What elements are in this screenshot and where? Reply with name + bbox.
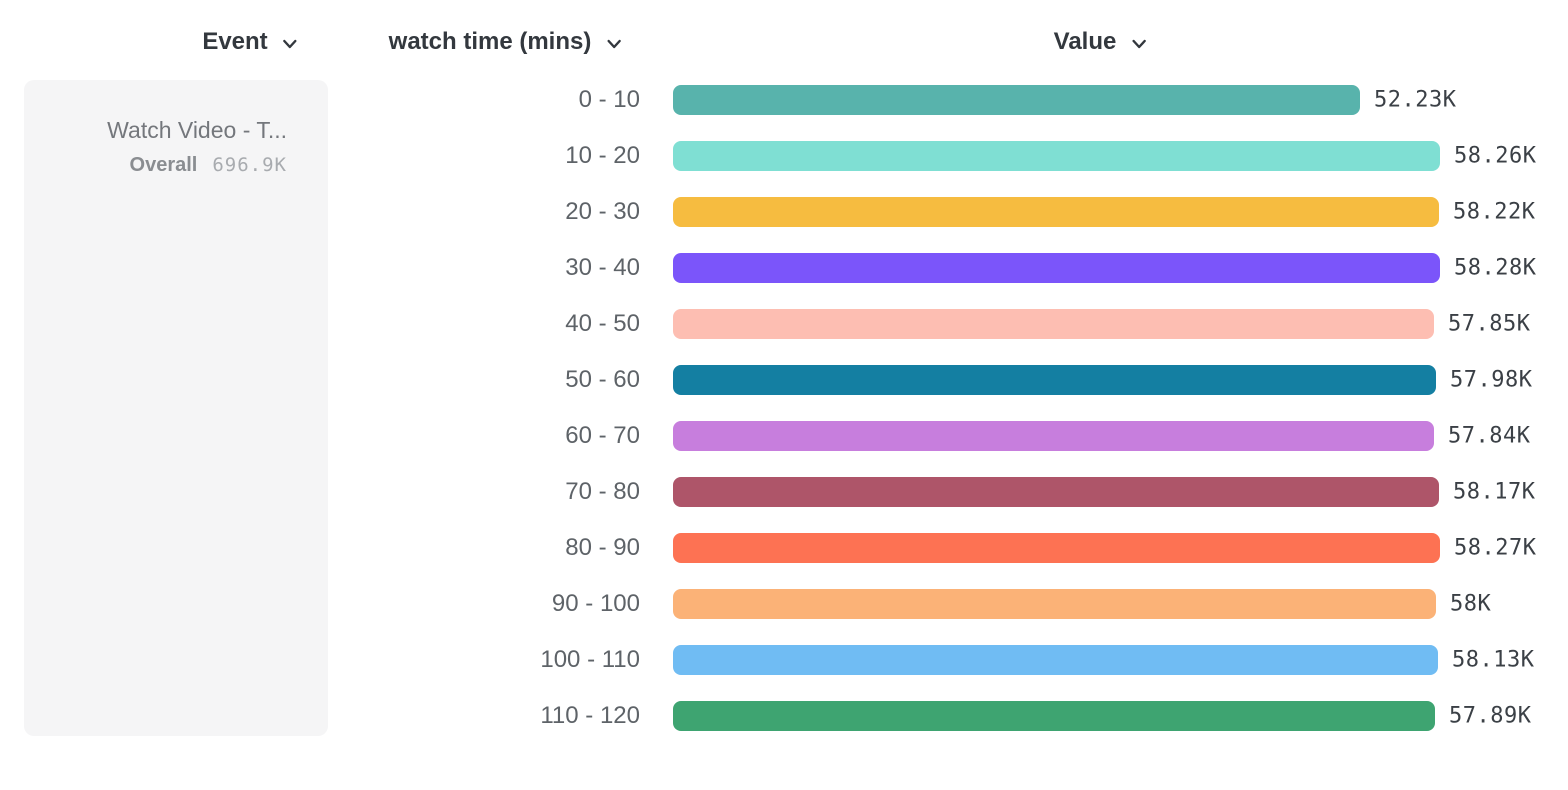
bucket-label: 100 - 110 (540, 646, 640, 673)
bar-track: 57.89K (673, 701, 1533, 731)
value-column-label: Value (1053, 28, 1117, 55)
bar-row: 80 - 90 58.27K (0, 520, 1568, 576)
bar[interactable] (673, 533, 1440, 563)
bar-row: 30 - 40 58.28K (0, 240, 1568, 296)
bar-track: 58.26K (673, 141, 1537, 171)
bar-value-label: 57.85K (1448, 311, 1531, 337)
overall-value: 696.9K (212, 154, 287, 176)
bar-row: 10 - 20 58.26K (0, 128, 1568, 184)
event-legend-content: Watch Video - T... Overall 696.9K (107, 115, 287, 178)
bar-track: 58.13K (673, 645, 1535, 675)
bar-track: 57.84K (673, 421, 1533, 451)
bucket-label: 30 - 40 (565, 254, 640, 281)
bucket-label: 0 - 10 (578, 86, 640, 113)
bucket-label: 80 - 90 (565, 534, 640, 561)
chevron-down-icon (1131, 39, 1146, 49)
event-overall-row: Overall 696.9K (107, 152, 287, 178)
bucket-label: 60 - 70 (565, 422, 640, 449)
bar-row: 40 - 50 57.85K (0, 296, 1568, 352)
bucket-label: 40 - 50 (565, 310, 640, 337)
bucket-label: 110 - 120 (540, 702, 640, 729)
bar-track: 57.85K (673, 309, 1533, 339)
bar-value-label: 58.22K (1453, 199, 1536, 225)
bucket-label: 70 - 80 (565, 478, 640, 505)
bar[interactable] (673, 589, 1436, 619)
bar-track: 57.98K (673, 365, 1533, 395)
bar[interactable] (673, 253, 1440, 283)
event-column-dropdown[interactable]: Event (202, 24, 297, 60)
bar-value-label: 57.89K (1449, 703, 1532, 729)
bar-row: 110 - 120 57.89K (0, 688, 1568, 744)
watch-time-column-label: watch time (mins) (388, 28, 592, 55)
event-title: Watch Video - T... (107, 117, 287, 143)
bar-value-label: 58.28K (1454, 255, 1537, 281)
bar[interactable] (673, 645, 1438, 675)
bar-row: 60 - 70 57.84K (0, 408, 1568, 464)
value-column-dropdown[interactable]: Value (1054, 24, 1147, 60)
bar[interactable] (673, 197, 1439, 227)
bar-track: 52.23K (673, 85, 1533, 115)
bar-row: 90 - 100 58K (0, 576, 1568, 632)
bar-row: 50 - 60 57.98K (0, 352, 1568, 408)
bar[interactable] (673, 85, 1360, 115)
bar-track: 58.17K (673, 477, 1536, 507)
bar[interactable] (673, 309, 1434, 339)
chevron-down-icon (606, 39, 621, 49)
chevron-down-icon (283, 39, 298, 49)
watch-time-column-dropdown[interactable]: watch time (mins) (389, 24, 622, 60)
bar-track: 58K (673, 589, 1533, 619)
bar[interactable] (673, 141, 1440, 171)
event-column-label: Event (202, 28, 268, 55)
overall-label: Overall (129, 154, 198, 176)
bucket-label: 20 - 30 (565, 198, 640, 225)
bar-row: 0 - 10 52.23K (0, 72, 1568, 128)
bar-value-label: 58.27K (1454, 535, 1537, 561)
bar-value-label: 57.84K (1448, 423, 1531, 449)
bar-row: 20 - 30 58.22K (0, 184, 1568, 240)
bar-value-label: 58K (1450, 591, 1492, 617)
bar-value-label: 58.26K (1454, 143, 1537, 169)
bar-row: 70 - 80 58.17K (0, 464, 1568, 520)
bar-value-label: 57.98K (1450, 367, 1533, 393)
bucket-label: 10 - 20 (565, 142, 640, 169)
bar[interactable] (673, 477, 1439, 507)
bar-value-label: 52.23K (1374, 87, 1457, 113)
bar[interactable] (673, 365, 1436, 395)
bucket-label: 90 - 100 (551, 590, 640, 617)
bar-track: 58.22K (673, 197, 1536, 227)
event-legend-card[interactable]: Watch Video - T... Overall 696.9K (24, 80, 328, 736)
bar-row: 100 - 110 58.13K (0, 632, 1568, 688)
bar[interactable] (673, 701, 1435, 731)
bucket-label: 50 - 60 (565, 366, 640, 393)
bar[interactable] (673, 421, 1434, 451)
bar-value-label: 58.13K (1452, 647, 1535, 673)
bar-value-label: 58.17K (1453, 479, 1536, 505)
bar-track: 58.28K (673, 253, 1537, 283)
bar-track: 58.27K (673, 533, 1537, 563)
